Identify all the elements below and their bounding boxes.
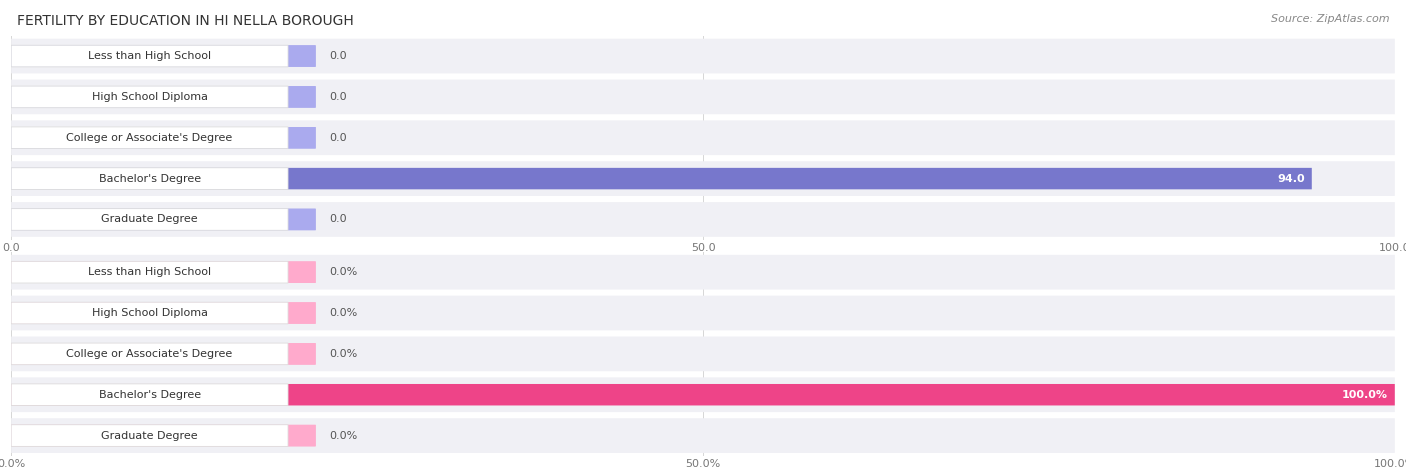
FancyBboxPatch shape	[11, 261, 316, 283]
FancyBboxPatch shape	[11, 127, 316, 149]
Text: Less than High School: Less than High School	[89, 51, 211, 61]
FancyBboxPatch shape	[11, 38, 1395, 74]
Text: FERTILITY BY EDUCATION IN HI NELLA BOROUGH: FERTILITY BY EDUCATION IN HI NELLA BOROU…	[17, 14, 354, 28]
FancyBboxPatch shape	[11, 79, 1395, 114]
FancyBboxPatch shape	[11, 384, 288, 406]
FancyBboxPatch shape	[11, 45, 288, 67]
Text: High School Diploma: High School Diploma	[91, 308, 208, 318]
Text: 0.0: 0.0	[329, 51, 347, 61]
FancyBboxPatch shape	[11, 86, 316, 108]
FancyBboxPatch shape	[11, 425, 316, 446]
Text: 0.0: 0.0	[329, 214, 347, 225]
FancyBboxPatch shape	[11, 168, 288, 190]
Text: Graduate Degree: Graduate Degree	[101, 430, 198, 441]
FancyBboxPatch shape	[11, 343, 316, 365]
Text: Source: ZipAtlas.com: Source: ZipAtlas.com	[1271, 14, 1389, 24]
Text: 0.0%: 0.0%	[329, 430, 357, 441]
Text: Graduate Degree: Graduate Degree	[101, 214, 198, 225]
Text: Bachelor's Degree: Bachelor's Degree	[98, 173, 201, 184]
FancyBboxPatch shape	[11, 302, 316, 324]
FancyBboxPatch shape	[11, 261, 316, 283]
Text: 100.0%: 100.0%	[1341, 390, 1388, 400]
FancyBboxPatch shape	[11, 261, 288, 283]
Text: 0.0%: 0.0%	[329, 308, 357, 318]
FancyBboxPatch shape	[11, 302, 316, 324]
FancyBboxPatch shape	[11, 45, 316, 67]
Text: Less than High School: Less than High School	[89, 267, 211, 277]
FancyBboxPatch shape	[11, 161, 1395, 196]
FancyBboxPatch shape	[11, 302, 288, 324]
FancyBboxPatch shape	[11, 384, 1395, 406]
Text: Bachelor's Degree: Bachelor's Degree	[98, 390, 201, 400]
FancyBboxPatch shape	[11, 86, 316, 108]
FancyBboxPatch shape	[11, 209, 316, 230]
FancyBboxPatch shape	[11, 343, 316, 365]
FancyBboxPatch shape	[11, 255, 1395, 290]
FancyBboxPatch shape	[11, 127, 316, 149]
FancyBboxPatch shape	[11, 168, 1312, 190]
FancyBboxPatch shape	[11, 377, 1395, 412]
FancyBboxPatch shape	[11, 202, 1395, 237]
Text: 94.0: 94.0	[1277, 173, 1305, 184]
FancyBboxPatch shape	[11, 336, 1395, 371]
FancyBboxPatch shape	[11, 425, 316, 446]
Text: High School Diploma: High School Diploma	[91, 92, 208, 102]
FancyBboxPatch shape	[11, 86, 288, 108]
FancyBboxPatch shape	[11, 418, 1395, 453]
Text: 0.0: 0.0	[329, 133, 347, 143]
FancyBboxPatch shape	[11, 343, 288, 365]
FancyBboxPatch shape	[11, 425, 288, 446]
FancyBboxPatch shape	[11, 45, 316, 67]
FancyBboxPatch shape	[11, 127, 288, 149]
FancyBboxPatch shape	[11, 120, 1395, 155]
Text: 0.0: 0.0	[329, 92, 347, 102]
FancyBboxPatch shape	[11, 209, 316, 230]
Text: College or Associate's Degree: College or Associate's Degree	[66, 349, 233, 359]
FancyBboxPatch shape	[11, 295, 1395, 331]
FancyBboxPatch shape	[11, 209, 288, 230]
Text: 0.0%: 0.0%	[329, 267, 357, 277]
Text: 0.0%: 0.0%	[329, 349, 357, 359]
Text: College or Associate's Degree: College or Associate's Degree	[66, 133, 233, 143]
